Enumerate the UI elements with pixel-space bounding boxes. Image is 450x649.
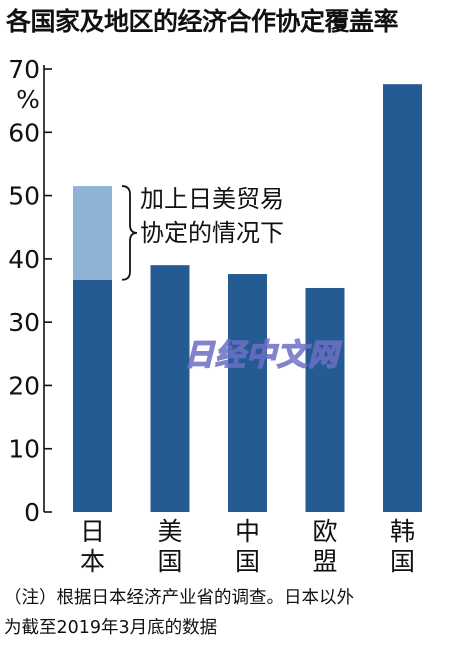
bars-layer	[73, 84, 422, 512]
bar-1	[150, 265, 190, 512]
annotation-line-2: 协定的情况下	[140, 219, 284, 247]
x-label-char: 日	[80, 517, 105, 546]
y-axis: 0 10 20 30 40 50 60 70%	[8, 55, 52, 527]
x-label-char: 美	[157, 517, 182, 546]
x-label-char: 国	[235, 547, 260, 576]
footnote-line-2: 为截至2019年3月底的数据	[4, 618, 218, 638]
x-label-char: 国	[157, 547, 182, 576]
x-label-char: 本	[80, 547, 105, 576]
y-tick-label: 20	[8, 371, 40, 400]
y-tick-label: 60	[8, 118, 40, 147]
bar-4	[383, 84, 422, 512]
y-tick-label: 50	[8, 182, 40, 211]
x-label-0: 日本	[80, 517, 105, 576]
x-label-1: 美国	[157, 517, 182, 576]
bar-2	[228, 274, 267, 512]
bar-0	[73, 279, 112, 512]
y-tick-label: 40	[8, 245, 40, 274]
y-tick-label: 70	[8, 55, 40, 84]
footnote: （注）根据日本经济产业省的调查。日本以外 为截至2019年3月底的数据	[4, 583, 448, 643]
x-label-char: 国	[390, 547, 415, 576]
y-tick-label: 0	[24, 498, 40, 527]
bar-0-extra	[73, 186, 112, 280]
x-label-char: 韩	[390, 517, 415, 546]
y-unit-label: %	[16, 85, 40, 114]
y-tick-label: 10	[8, 435, 40, 464]
x-label-2: 中国	[235, 517, 260, 576]
annotation-bracket	[121, 185, 138, 281]
annotation-line-1: 加上日美贸易	[140, 185, 284, 213]
footnote-line-1: （注）根据日本经济产业省的调查。日本以外	[4, 588, 354, 608]
y-tick-label: 30	[8, 308, 40, 337]
chart-title: 各国家及地区的经济合作协定覆盖率	[6, 7, 399, 36]
x-label-char: 中	[235, 517, 260, 546]
bar-3	[305, 287, 345, 512]
x-label-char: 盟	[312, 547, 337, 576]
x-label-char: 欧	[312, 517, 337, 546]
x-label-4: 韩国	[390, 517, 415, 576]
x-label-3: 欧盟	[312, 517, 337, 576]
